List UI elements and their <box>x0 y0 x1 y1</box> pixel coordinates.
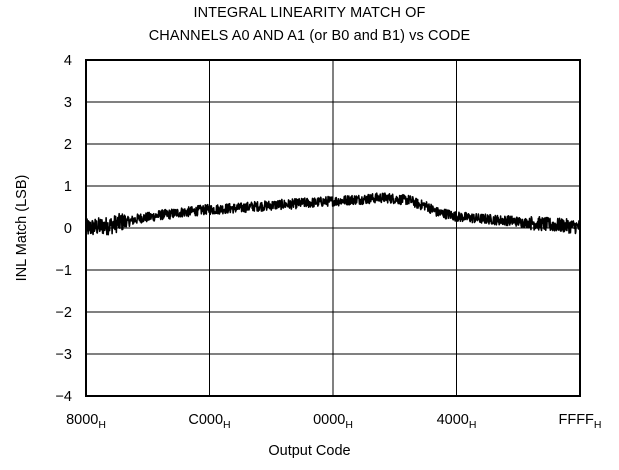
x-tick-label: FFFFH <box>558 412 601 431</box>
x-tick-label: 0000H <box>313 412 353 431</box>
x-tick-label: 4000H <box>437 412 477 431</box>
chart-title-line-2: CHANNELS A0 AND A1 (or B0 and B1) vs COD… <box>148 28 471 44</box>
grid-lines <box>85 59 581 397</box>
series-line <box>85 192 581 236</box>
y-tick-label: −2 <box>55 305 72 321</box>
y-tick-label: −1 <box>55 263 72 279</box>
y-axis-label: INL Match (LSB) <box>14 174 30 282</box>
x-axis-ticks: 8000H C000H 0000H 4000H FFFFH <box>66 412 601 431</box>
y-tick-label: 3 <box>64 95 72 111</box>
y-tick-label: 0 <box>64 221 72 237</box>
y-tick-label: 1 <box>64 179 72 195</box>
y-tick-label: −3 <box>55 347 72 363</box>
x-tick-label: C000H <box>188 412 230 431</box>
y-tick-label: 2 <box>64 137 72 153</box>
y-tick-label: 4 <box>64 53 72 69</box>
y-axis-ticks: 4 3 2 1 0 −1 −2 −3 −4 <box>55 53 72 405</box>
x-axis-label: Output Code <box>268 443 351 459</box>
x-tick-label: 8000H <box>66 412 106 431</box>
y-tick-label: −4 <box>55 389 72 405</box>
chart-title-line-1: INTEGRAL LINEARITY MATCH OF <box>193 5 426 21</box>
